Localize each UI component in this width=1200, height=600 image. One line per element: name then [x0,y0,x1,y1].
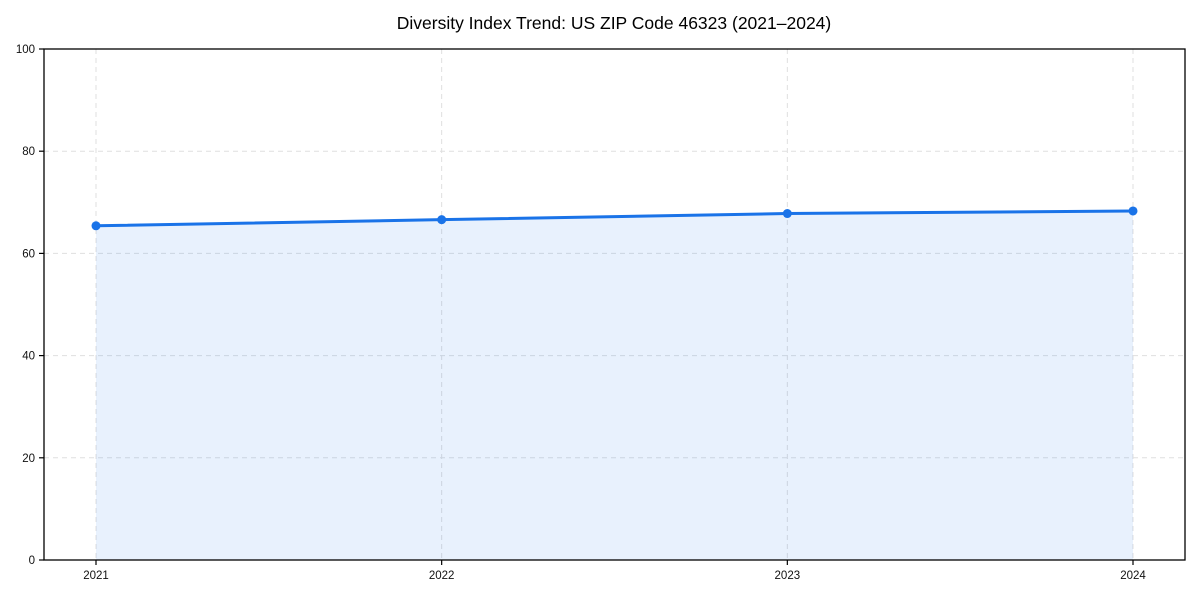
y-tick-label-100: 100 [16,44,35,56]
data-point-2023 [782,209,792,219]
y-tick-label-0: 0 [29,555,35,567]
y-tick-label-20: 20 [22,453,35,465]
x-tick-label-2022: 2022 [429,570,455,582]
plot-area: 0 20 40 60 80 100 2021 2022 2023 2024 [16,44,1186,582]
chart-title: Diversity Index Trend: US ZIP Code 46323… [397,13,832,33]
trend-line [94,209,1135,228]
y-tick-label-60: 60 [22,248,35,260]
data-point-2024 [1128,206,1138,216]
x-tick-label-2024: 2024 [1120,570,1146,582]
data-point-2022 [437,215,447,225]
area-fill [96,210,1133,560]
x-tick-label-2021: 2021 [83,570,109,582]
y-tick-label-80: 80 [22,146,35,158]
plot-border [43,48,1186,561]
x-tick-label-2023: 2023 [775,570,801,582]
data-point-2021 [91,221,101,231]
y-tick-label-40: 40 [22,351,35,363]
